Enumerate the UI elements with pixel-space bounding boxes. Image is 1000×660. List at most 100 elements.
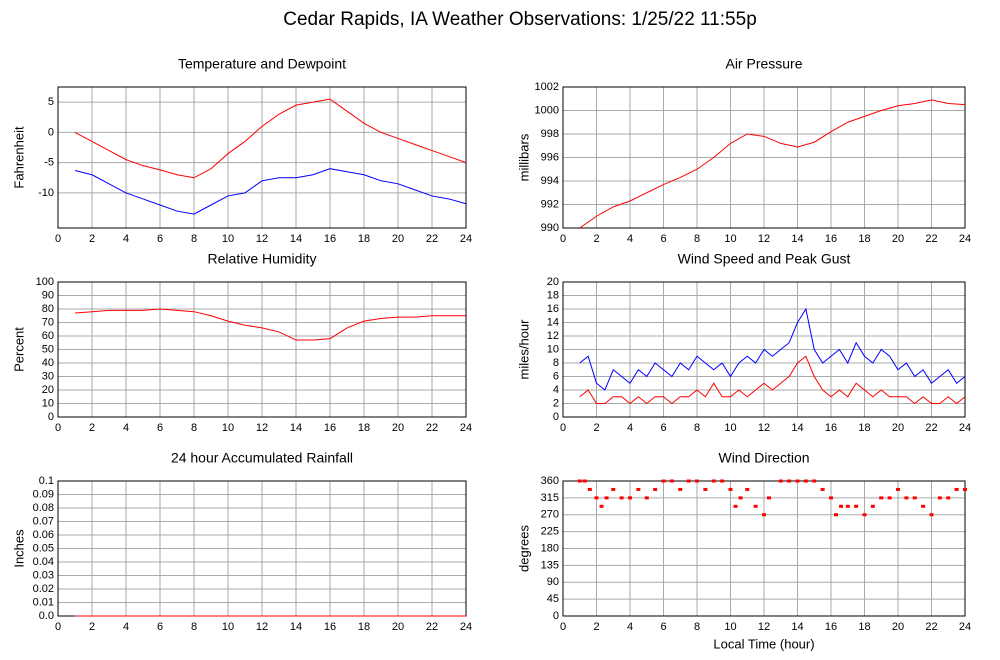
data-point (599, 504, 604, 508)
x-tick-label: 2 (593, 621, 599, 633)
x-tick-label: 8 (191, 621, 197, 633)
data-point (733, 504, 738, 508)
y-tick-label: 0.01 (33, 596, 54, 608)
x-tick-label: 16 (324, 422, 336, 434)
x-tick-label: 12 (256, 233, 268, 245)
data-point (745, 487, 750, 491)
y-tick-label: -10 (38, 187, 54, 199)
x-tick-label: 4 (123, 422, 129, 434)
y-tick-label: 0.05 (33, 542, 54, 554)
x-tick-label: 24 (460, 233, 472, 245)
x-tick-label: 22 (925, 422, 937, 434)
x-axis-label: Local Time (hour) (713, 636, 814, 651)
data-point (946, 496, 951, 500)
chart-title: Temperature and Dewpoint (178, 56, 346, 72)
x-tick-label: 18 (858, 233, 870, 245)
chart-panel: Wind Speed and Peak Gustmiles/hour024681… (516, 251, 971, 434)
x-tick-label: 16 (324, 621, 336, 633)
x-tick-label: 0 (55, 621, 61, 633)
data-point (767, 496, 772, 500)
x-tick-label: 6 (157, 233, 163, 245)
y-tick-label: 0.07 (33, 515, 54, 527)
data-point (812, 479, 817, 483)
data-point (738, 496, 743, 500)
x-tick-label: 4 (123, 233, 129, 245)
data-point (678, 487, 683, 491)
y-tick-label: 6 (553, 370, 559, 382)
y-tick-label: 135 (541, 559, 559, 571)
x-tick-label: 20 (892, 621, 904, 633)
data-point (954, 487, 959, 491)
data-point (803, 479, 808, 483)
x-tick-label: 22 (426, 233, 438, 245)
data-point (921, 504, 926, 508)
data-point (896, 487, 900, 491)
x-tick-label: 12 (758, 233, 770, 245)
data-point (753, 504, 758, 508)
x-tick-label: 2 (89, 621, 95, 633)
x-tick-label: 14 (791, 233, 803, 245)
chart-panel: Relative HumidityPercent0102030405060708… (11, 251, 472, 434)
y-tick-label: 0.1 (39, 475, 54, 487)
x-tick-label: 0 (560, 621, 566, 633)
data-point (686, 479, 691, 483)
y-tick-label: 16 (547, 303, 559, 315)
x-tick-label: 12 (758, 422, 770, 434)
x-tick-label: 4 (627, 621, 633, 633)
x-tick-label: 6 (660, 621, 666, 633)
y-tick-label: 0.0 (39, 610, 54, 622)
data-point (619, 496, 624, 500)
data-point (912, 496, 917, 500)
x-tick-label: 20 (392, 621, 404, 633)
x-tick-label: 18 (858, 422, 870, 434)
y-tick-label: 4 (553, 384, 559, 396)
data-line (579, 99, 966, 229)
y-tick-label: 60 (42, 330, 54, 342)
chart-title: Air Pressure (725, 56, 802, 72)
y-tick-label: 12 (547, 330, 559, 342)
chart-panel: Wind Direction degrees Local Time (hour) 0 4… (516, 450, 971, 652)
plot-frame (57, 281, 467, 418)
x-tick-label: 14 (290, 233, 302, 245)
x-tick-label: 22 (925, 233, 937, 245)
x-tick-label: 10 (724, 621, 736, 633)
y-tick-label: 18 (547, 289, 559, 301)
x-tick-label: 22 (426, 422, 438, 434)
y-tick-label: 0.03 (33, 569, 54, 581)
x-tick-label: 4 (627, 422, 633, 434)
data-point (762, 513, 766, 517)
figure-title: Cedar Rapids, IA Weather Observations: 1… (283, 9, 757, 30)
x-tick-label: 10 (222, 422, 234, 434)
data-point (820, 487, 825, 491)
x-tick-label: 24 (959, 422, 971, 434)
x-tick-label: 20 (892, 233, 904, 245)
x-tick-label: 10 (724, 233, 736, 245)
y-tick-label: 992 (541, 198, 559, 210)
y-tick-label: 0 (553, 411, 559, 423)
x-tick-label: 14 (290, 621, 302, 633)
data-point (661, 479, 666, 483)
chart-title: Relative Humidity (208, 251, 317, 267)
y-tick-label: 14 (547, 316, 559, 328)
x-tick-label: 8 (694, 422, 700, 434)
chart-title: 24 hour Accumulated Rainfall (171, 450, 353, 466)
data-line (74, 308, 466, 341)
x-tick-label: 22 (426, 621, 438, 633)
y-tick-label: 0.02 (33, 583, 54, 595)
data-point (963, 487, 967, 491)
y-tick-label: 100 (36, 276, 54, 288)
x-tick-label: 10 (222, 233, 234, 245)
data-point (636, 487, 641, 491)
y-tick-label: 80 (42, 303, 54, 315)
y-tick-label: 360 (541, 475, 559, 487)
x-tick-label: 0 (55, 422, 61, 434)
x-tick-label: 20 (892, 422, 904, 434)
data-point (829, 496, 833, 500)
data-point (929, 513, 934, 517)
data-point (778, 479, 783, 483)
x-tick-label: 4 (123, 621, 129, 633)
data-point (669, 479, 674, 483)
y-tick-label: 0.06 (33, 529, 54, 541)
chart-panel: Air Pressure millibars 990 992 994 996 998 1000… (516, 56, 971, 245)
x-tick-label: 0 (560, 233, 566, 245)
